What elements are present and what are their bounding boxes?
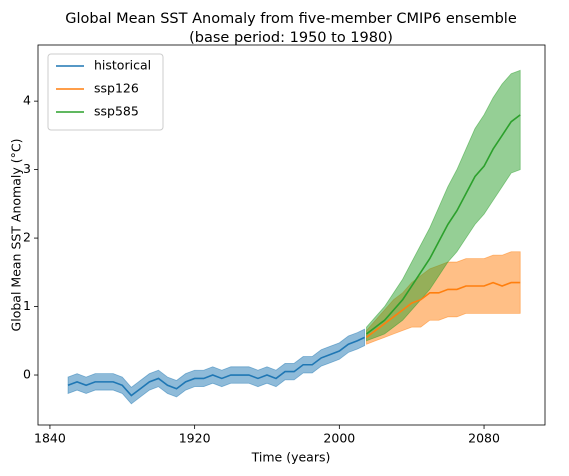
chart-subtitle: (base period: 1950 to 1980) bbox=[189, 30, 393, 46]
x-tick-label: 2000 bbox=[323, 431, 355, 446]
chart-title: Global Mean SST Anomaly from five-member… bbox=[65, 11, 517, 27]
x-tick-label: 1920 bbox=[179, 431, 211, 446]
plot-frame bbox=[37, 44, 546, 426]
legend-label: ssp585 bbox=[94, 104, 139, 119]
series-line bbox=[365, 114, 521, 335]
y-tick-label: 0 bbox=[23, 367, 31, 382]
y-tick-label: 3 bbox=[23, 161, 31, 176]
y-axis-label: Global Mean SST Anomaly (°C) bbox=[9, 139, 24, 332]
x-tick-label: 2080 bbox=[468, 431, 500, 446]
y-tick-label: 4 bbox=[23, 93, 31, 108]
series-line bbox=[67, 336, 366, 397]
y-tick-label: 2 bbox=[23, 230, 31, 245]
x-axis-label: Time (years) bbox=[251, 450, 331, 465]
spread-band bbox=[67, 328, 366, 405]
legend-label: historical bbox=[94, 58, 151, 73]
legend-label: ssp126 bbox=[94, 81, 139, 96]
y-tick-label: 1 bbox=[23, 298, 31, 313]
x-tick-label: 1840 bbox=[34, 431, 66, 446]
legend-box bbox=[47, 53, 164, 131]
series-line bbox=[365, 281, 521, 338]
